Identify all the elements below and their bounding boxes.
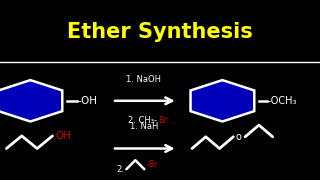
Text: o: o xyxy=(235,132,241,142)
Text: 2. CH₃-: 2. CH₃- xyxy=(128,116,157,125)
Text: -Br: -Br xyxy=(147,160,159,169)
Text: 1. NaH: 1. NaH xyxy=(130,122,158,131)
Polygon shape xyxy=(0,80,62,122)
Polygon shape xyxy=(190,80,254,122)
Text: 2.: 2. xyxy=(117,165,125,174)
Text: Ether Synthesis: Ether Synthesis xyxy=(67,22,253,42)
Text: 1. NaOH: 1. NaOH xyxy=(126,75,162,84)
Text: OH: OH xyxy=(56,131,72,141)
Text: Br: Br xyxy=(158,116,167,125)
Text: -OH: -OH xyxy=(77,96,98,106)
Text: -OCH₃: -OCH₃ xyxy=(268,96,297,106)
